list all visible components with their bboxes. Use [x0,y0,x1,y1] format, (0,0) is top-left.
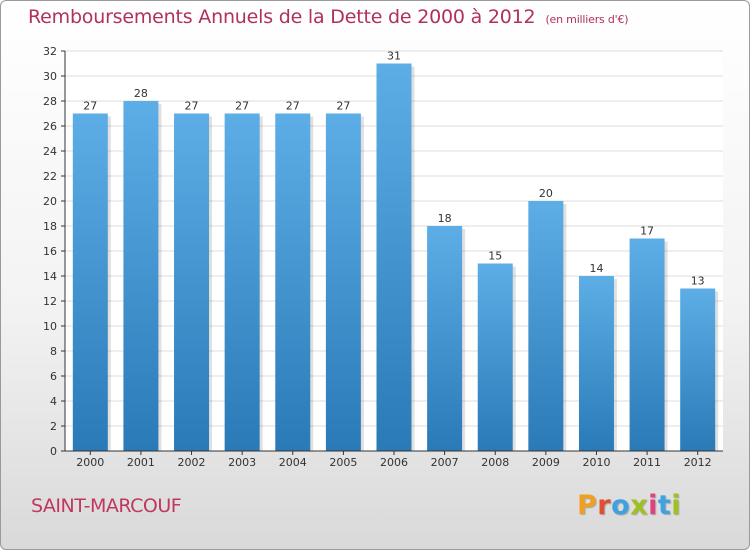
y-tick-label: 8 [50,345,57,358]
bar [72,113,108,451]
x-tick-label: 2011 [633,456,661,469]
x-tick-label: 2010 [582,456,610,469]
bar [325,113,361,451]
data-label: 27 [336,100,350,113]
x-tick-label: 2009 [532,456,560,469]
y-tick-label: 30 [43,70,57,83]
data-label: 31 [387,50,401,63]
y-tick-label: 0 [50,445,57,458]
y-tick-label: 2 [50,420,57,433]
logo-letter: x [630,490,649,521]
bar [680,288,716,451]
bar [427,226,463,451]
y-tick-label: 32 [43,45,57,58]
data-label: 28 [134,87,148,100]
x-tick-label: 2007 [431,456,459,469]
x-tick-label: 2002 [178,456,206,469]
y-tick-label: 14 [43,270,57,283]
logo-letter: i [648,490,658,521]
bar [123,101,159,451]
x-tick-label: 2012 [684,456,712,469]
y-tick-label: 4 [50,395,57,408]
data-label: 15 [488,250,502,263]
data-label: 14 [589,262,603,275]
bar [376,63,412,451]
data-label: 18 [438,212,452,225]
data-label: 17 [640,225,654,238]
data-label: 27 [185,100,199,113]
x-tick-label: 2006 [380,456,408,469]
bar [528,201,564,451]
x-tick-label: 2008 [481,456,509,469]
y-tick-label: 18 [43,220,57,233]
data-label: 13 [691,275,705,288]
bar [629,238,665,451]
bar [477,263,513,451]
y-tick-label: 20 [43,195,57,208]
y-tick-label: 16 [43,245,57,258]
bar [578,276,614,451]
chart-title-text: Remboursements Annuels de la Dette de 20… [28,6,536,28]
x-tick-label: 2000 [76,456,104,469]
data-label: 20 [539,187,553,200]
commune-name: SAINT-MARCOUF [31,495,182,517]
bar [174,113,210,451]
x-tick-label: 2004 [279,456,307,469]
bar [224,113,260,451]
logo-letter: o [611,490,631,521]
logo-letter: i [671,490,682,521]
y-tick-label: 10 [43,320,57,333]
logo-letter: r [597,490,612,521]
x-tick-label: 2003 [228,456,256,469]
y-tick-label: 24 [43,145,57,158]
proxiti-logo[interactable]: Proxiti [577,490,681,521]
chart-title: Remboursements Annuels de la Dette de 20… [28,6,629,28]
chart-subtitle: (en milliers d'€) [545,13,629,26]
logo-letter: P [577,490,598,521]
data-label: 27 [286,100,300,113]
y-tick-label: 28 [43,95,57,108]
y-tick-label: 22 [43,170,57,183]
y-tick-label: 6 [50,370,57,383]
bar [275,113,311,451]
y-tick-label: 12 [43,295,57,308]
y-tick-label: 26 [43,120,57,133]
x-tick-label: 2001 [127,456,155,469]
logo-letter: t [657,490,672,521]
data-label: 27 [83,100,97,113]
data-label: 27 [235,100,249,113]
x-tick-label: 2005 [329,456,357,469]
